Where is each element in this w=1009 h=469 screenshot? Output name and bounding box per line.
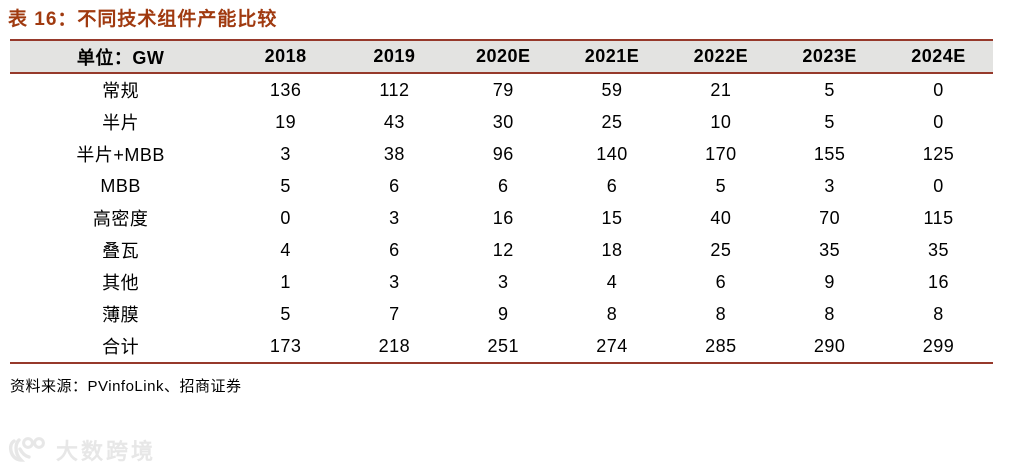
- row-label-cell: 高密度: [92, 209, 149, 229]
- table-row: 高密度 0 3 16 15 40 70 115: [10, 202, 993, 234]
- value-cell: 6: [389, 175, 400, 196]
- row-label-cell: 半片+MBB: [76, 145, 165, 165]
- value-cell: 35: [928, 239, 950, 260]
- value-cell: 4: [280, 239, 291, 260]
- table-row: 薄膜 5 7 9 8 8 8 8: [10, 298, 993, 330]
- value-cell: 8: [715, 303, 727, 324]
- value-cell: 5: [715, 175, 727, 196]
- table-row: 半片 19 43 30 25 10 5 0: [10, 106, 993, 138]
- watermark: 大数跨境: [8, 434, 156, 466]
- value-cell: 0: [280, 207, 291, 228]
- capacity-comparison-table: 单位：GW 2018 2019 2020E 2021E 2022E 2023E 2024E …: [10, 39, 993, 364]
- table-body: 常规 136 112 79 59 21 5 0 半片 19 43 30 25 10 5 0 半片+MBB 3 38 9…: [10, 73, 993, 364]
- year-header-cell: 2020E: [448, 39, 558, 74]
- row-label-cell: 合计: [10, 330, 232, 364]
- value-cell: 251: [448, 330, 558, 364]
- value-cell: 8: [606, 303, 618, 324]
- value-cell: 5: [824, 79, 835, 100]
- table-title: 表 16：不同技术组件产能比较: [8, 9, 278, 30]
- value-cell: 40: [710, 207, 732, 228]
- value-cell: 96: [492, 143, 514, 164]
- year-header-cell: 2021E: [557, 39, 667, 74]
- value-cell: 38: [383, 143, 405, 164]
- value-cell: 3: [389, 271, 400, 292]
- table-row: 常规 136 112 79 59 21 5 0: [10, 73, 993, 106]
- value-cell: 3: [824, 175, 835, 196]
- year-header-cell: 2019: [340, 39, 449, 74]
- value-cell: 30: [492, 111, 514, 132]
- table-row: 半片+MBB 3 38 96 140 170 155 125: [10, 138, 993, 170]
- value-cell: 140: [596, 143, 628, 164]
- row-label-cell: 半片: [102, 113, 140, 133]
- value-cell: 170: [705, 143, 737, 164]
- value-cell: 16: [492, 207, 514, 228]
- year-header-cell: 2018: [231, 39, 341, 74]
- value-cell: 218: [340, 330, 449, 364]
- value-cell: 136: [269, 79, 302, 100]
- value-cell: 173: [231, 330, 341, 364]
- value-cell: 6: [715, 271, 727, 292]
- value-cell: 7: [389, 303, 400, 324]
- value-cell: 0: [933, 79, 944, 100]
- value-cell: 115: [923, 207, 954, 228]
- value-cell: 43: [383, 111, 405, 132]
- value-cell: 5: [280, 303, 291, 324]
- table-row: 其他 1 3 3 4 6 9 16: [10, 266, 993, 298]
- value-cell: 0: [933, 175, 944, 196]
- value-cell: 5: [824, 111, 835, 132]
- table-row: 叠瓦 4 6 12 18 25 35 35: [10, 234, 993, 266]
- value-cell: 10: [710, 111, 732, 132]
- watermark-text: 大数跨境: [56, 439, 157, 464]
- row-label-cell: 常规: [102, 81, 140, 101]
- value-cell: 112: [379, 79, 410, 100]
- value-cell: 299: [884, 330, 993, 364]
- value-cell: 12: [492, 239, 514, 260]
- value-cell: 0: [933, 111, 944, 132]
- value-cell: 25: [601, 111, 623, 132]
- year-header-cell: 2022E: [666, 39, 776, 74]
- row-label-cell: 薄膜: [102, 305, 140, 325]
- value-cell: 9: [497, 303, 509, 324]
- value-cell: 125: [922, 143, 955, 164]
- value-cell: 285: [666, 330, 776, 364]
- value-cell: 9: [824, 271, 835, 292]
- unit-header-cell: 单位：GW: [10, 39, 232, 74]
- value-cell: 6: [606, 175, 618, 196]
- table-header-row: 单位：GW 2018 2019 2020E 2021E 2022E 2023E 2024E: [10, 39, 993, 74]
- value-cell: 6: [497, 175, 509, 196]
- value-cell: 79: [492, 79, 514, 100]
- value-cell: 3: [497, 271, 509, 292]
- value-cell: 8: [933, 303, 944, 324]
- value-cell: 8: [824, 303, 835, 324]
- value-cell: 25: [710, 239, 732, 260]
- row-label-cell: MBB: [100, 175, 141, 196]
- year-header-cell: 2024E: [884, 39, 993, 74]
- value-cell: 18: [601, 239, 623, 260]
- value-cell: 5: [280, 175, 291, 196]
- total-row: 合计 173 218 251 274 285 290 299: [10, 330, 993, 364]
- value-cell: 274: [557, 330, 667, 364]
- table-row: MBB 5 6 6 6 5 3 0: [10, 170, 993, 202]
- value-cell: 16: [928, 271, 950, 292]
- value-cell: 15: [601, 207, 623, 228]
- value-cell: 21: [710, 79, 732, 100]
- value-cell: 4: [606, 271, 618, 292]
- value-cell: 1: [280, 271, 291, 292]
- value-cell: 35: [819, 239, 841, 260]
- value-cell: 155: [813, 143, 846, 164]
- row-label-cell: 叠瓦: [102, 241, 140, 261]
- dashukuajing-logo-icon: [8, 437, 45, 462]
- value-cell: 3: [389, 207, 400, 228]
- value-cell: 19: [275, 111, 297, 132]
- value-cell: 59: [601, 79, 623, 100]
- value-cell: 290: [775, 330, 885, 364]
- value-cell: 3: [280, 143, 291, 164]
- row-label-cell: 其他: [102, 273, 140, 293]
- year-header-cell: 2023E: [775, 39, 885, 74]
- source-note: 资料来源：PVinfoLink、招商证券: [10, 378, 242, 395]
- value-cell: 70: [819, 207, 841, 228]
- value-cell: 6: [389, 239, 400, 260]
